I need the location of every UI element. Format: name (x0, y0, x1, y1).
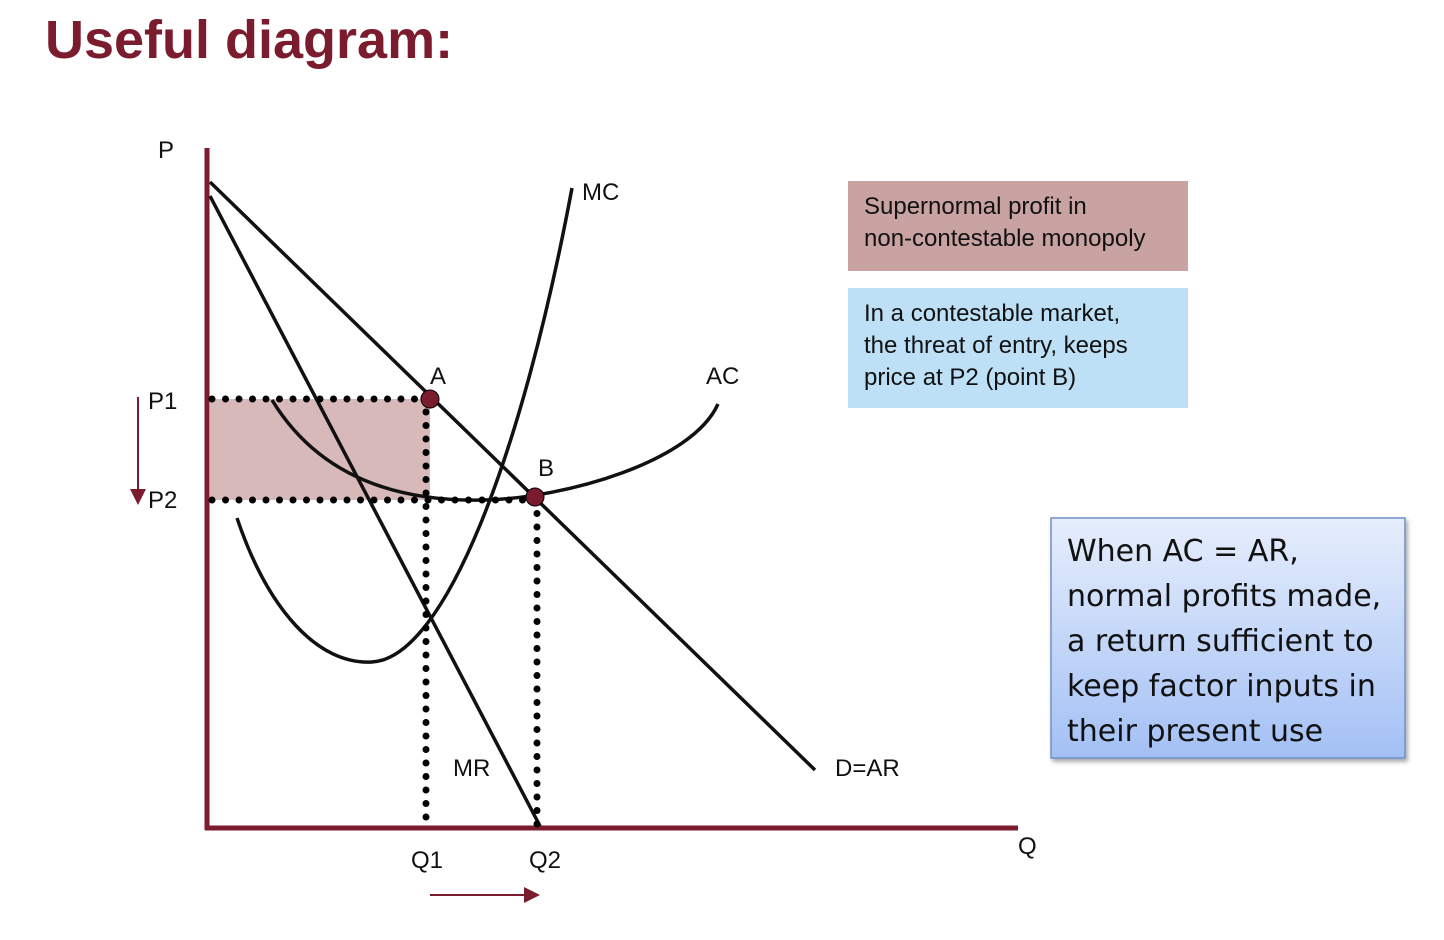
note-line: non-contestable monopoly (864, 225, 1146, 252)
note-line: keep factor inputs in (1067, 669, 1376, 704)
mc-label: MC (582, 179, 619, 206)
contestable-box (848, 288, 1188, 408)
note-line: In a contestable market, (864, 300, 1120, 327)
supernormal-box (848, 181, 1188, 271)
normal-profit-box (1050, 517, 1406, 759)
point-b-label: B (538, 455, 554, 482)
note-line: normal profits made, (1067, 579, 1381, 614)
title: Useful diagram: (45, 10, 453, 70)
note-line: Supernormal profit in (864, 193, 1087, 220)
p2-label: P2 (148, 487, 177, 514)
x-axis-label: Q (1018, 833, 1037, 860)
mr-label: MR (453, 755, 490, 782)
q1-label: Q1 (411, 847, 443, 874)
mc-curve (235, 187, 574, 664)
point-b (525, 487, 545, 507)
note-line: their present use (1067, 714, 1323, 749)
note-line: price at P2 (point B) (864, 364, 1076, 391)
y-axis-label: P (158, 137, 174, 164)
demand-curve (208, 180, 817, 772)
note-line: the threat of entry, keeps (864, 332, 1128, 359)
note-line: a return sufficient to (1067, 624, 1374, 659)
ac-label: AC (706, 363, 739, 390)
q2-label: Q2 (529, 847, 561, 874)
point-a (420, 389, 440, 409)
demand-label: D=AR (835, 755, 900, 782)
mr-curve (208, 195, 542, 827)
p1-label: P1 (148, 388, 177, 415)
point-a-label: A (430, 363, 446, 390)
profit-area (210, 399, 430, 500)
note-line: When AC = AR, (1067, 534, 1299, 569)
